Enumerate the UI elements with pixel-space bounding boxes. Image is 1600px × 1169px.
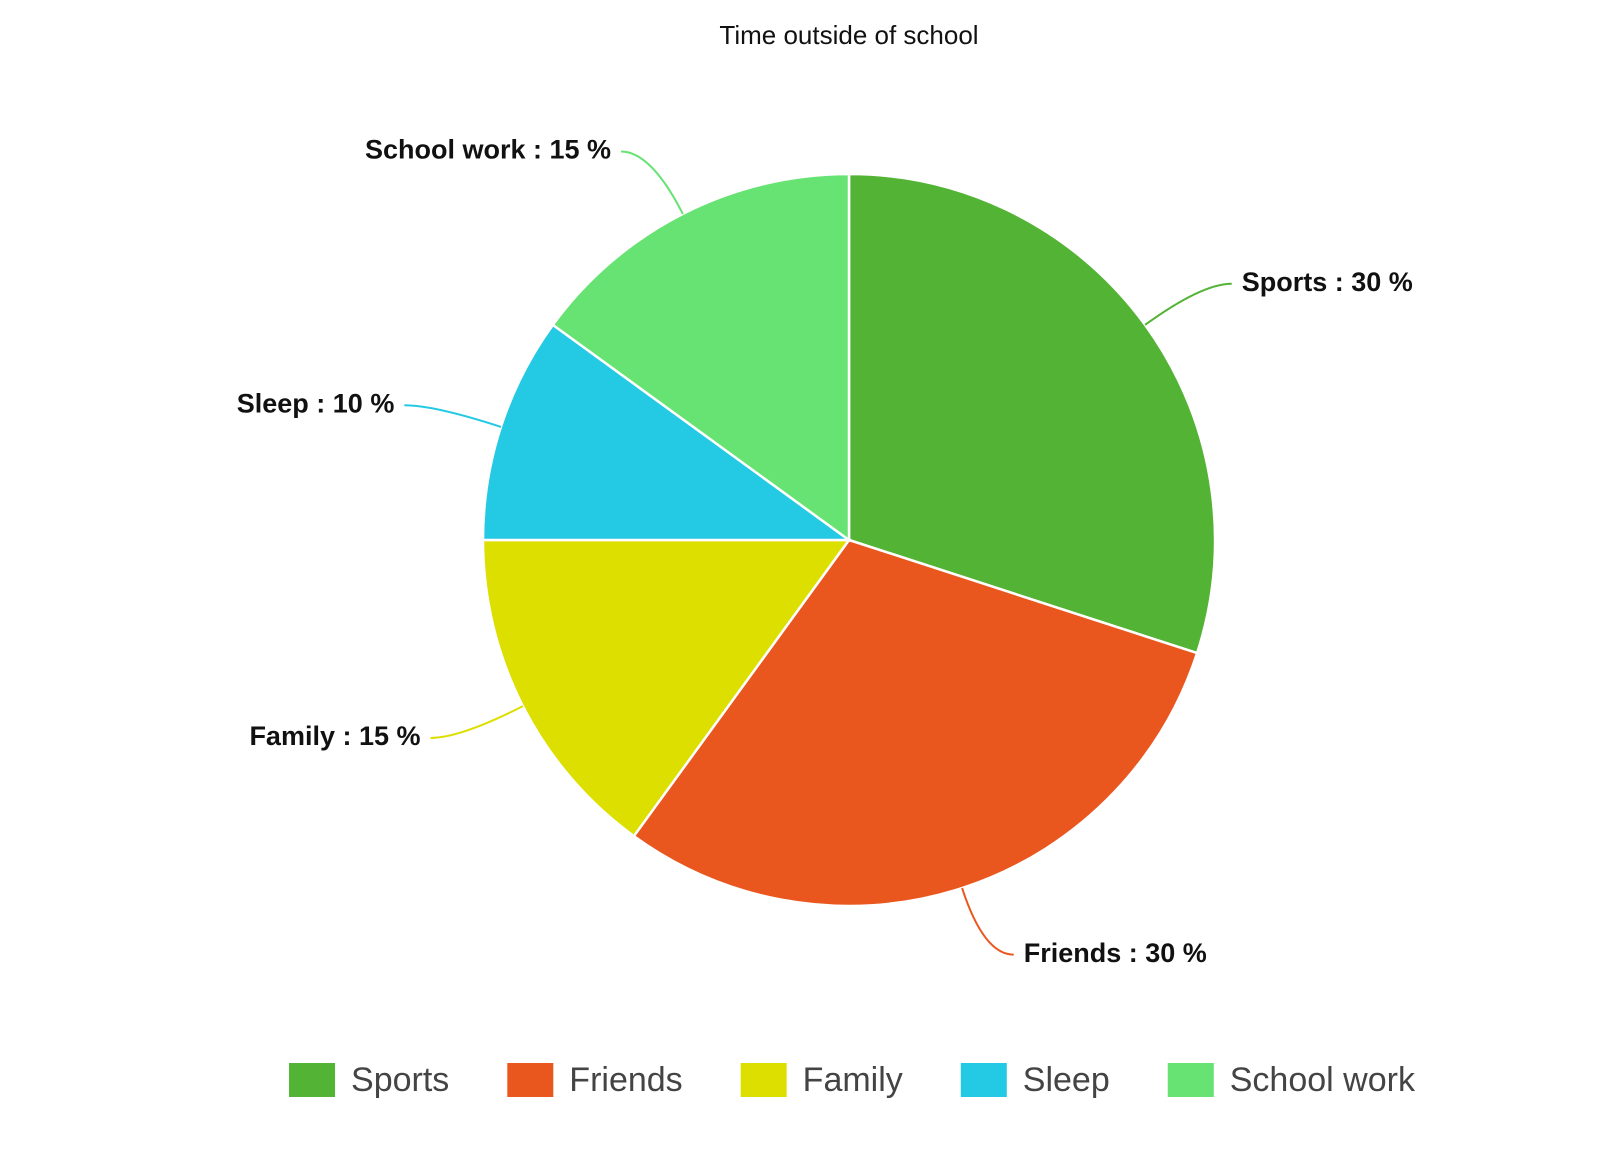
- legend-swatch: [507, 1063, 554, 1097]
- legend-swatch: [740, 1063, 787, 1097]
- data-label: School work : 15 %: [365, 135, 611, 165]
- legend-swatch: [960, 1063, 1007, 1097]
- legend-label: Family: [803, 1061, 903, 1099]
- leader-line: [621, 150, 684, 215]
- legend-swatch: [1167, 1063, 1214, 1097]
- pie-slice: [481, 323, 853, 542]
- leader-line: [430, 705, 524, 739]
- data-label: Friends : 30 %: [1024, 938, 1207, 968]
- legend-label: Friends: [569, 1061, 682, 1099]
- legend-swatch: [289, 1063, 336, 1097]
- data-label: Family : 15 %: [249, 721, 420, 751]
- data-label: Sports : 30 %: [1242, 267, 1413, 297]
- legend-label: Sleep: [1023, 1061, 1110, 1099]
- leader-line: [1144, 282, 1232, 326]
- data-label: Sleep : 10 %: [237, 388, 395, 418]
- leader-line: [961, 887, 1014, 956]
- pie-slice: [481, 538, 852, 838]
- chart-title: Time outside of school: [719, 20, 978, 50]
- pie-slice: [551, 172, 851, 543]
- legend-label: School work: [1230, 1061, 1416, 1099]
- leader-line: [404, 404, 502, 428]
- legend-label: Sports: [351, 1061, 449, 1099]
